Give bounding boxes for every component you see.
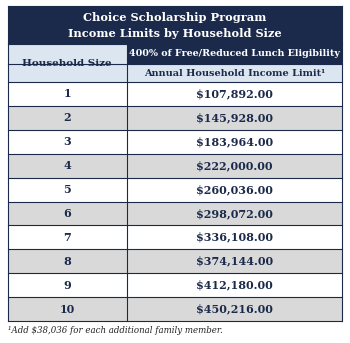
Text: 3: 3 [63, 136, 71, 147]
Text: Annual Household Income Limit¹: Annual Household Income Limit¹ [144, 69, 325, 78]
Bar [127, 154, 342, 178]
Text: $412,180.00: $412,180.00 [196, 280, 273, 291]
Bar [8, 249, 127, 273]
Bar [8, 297, 127, 321]
Text: $107,892.00: $107,892.00 [196, 88, 273, 99]
Bar [127, 178, 342, 201]
Text: 9: 9 [63, 280, 71, 291]
Text: 7: 7 [63, 232, 71, 243]
Text: ¹Add $38,036 for each additional family member.: ¹Add $38,036 for each additional family … [8, 326, 223, 335]
Bar [127, 130, 342, 154]
Bar [8, 44, 127, 64]
Text: Household Size: Household Size [22, 59, 112, 68]
Bar [127, 201, 342, 225]
Bar [127, 225, 342, 249]
Text: 400% of Free/Reduced Lunch Eligibility: 400% of Free/Reduced Lunch Eligibility [129, 49, 340, 59]
Text: $374,144.00: $374,144.00 [196, 256, 273, 267]
Bar [8, 6, 342, 44]
Text: $450,216.00: $450,216.00 [196, 304, 273, 315]
Bar [8, 106, 127, 130]
Text: $298,072.00: $298,072.00 [196, 208, 273, 219]
Text: Choice Scholarship Program: Choice Scholarship Program [83, 12, 267, 23]
Text: 4: 4 [63, 160, 71, 171]
Bar [127, 82, 342, 106]
Text: 6: 6 [63, 208, 71, 219]
Text: 2: 2 [63, 113, 71, 123]
Text: Income Limits by Household Size: Income Limits by Household Size [68, 28, 282, 39]
Bar [8, 130, 127, 154]
Bar [8, 44, 127, 82]
Text: $145,928.00: $145,928.00 [196, 113, 273, 123]
Text: 5: 5 [63, 184, 71, 195]
Bar [8, 201, 127, 225]
Bar [8, 154, 127, 178]
Text: 8: 8 [63, 256, 71, 267]
Text: 1: 1 [63, 88, 71, 99]
Text: $336,108.00: $336,108.00 [196, 232, 273, 243]
Bar [127, 273, 342, 297]
Bar [8, 225, 127, 249]
Bar [127, 64, 342, 82]
Text: 10: 10 [60, 304, 75, 315]
Bar [127, 106, 342, 130]
Bar [127, 44, 342, 64]
Bar [127, 249, 342, 273]
Bar [8, 178, 127, 201]
Text: $222,000.00: $222,000.00 [196, 160, 273, 171]
Text: $260,036.00: $260,036.00 [196, 184, 273, 195]
Bar [127, 297, 342, 321]
Bar [8, 273, 127, 297]
Bar [8, 82, 127, 106]
Text: $183,964.00: $183,964.00 [196, 136, 273, 147]
